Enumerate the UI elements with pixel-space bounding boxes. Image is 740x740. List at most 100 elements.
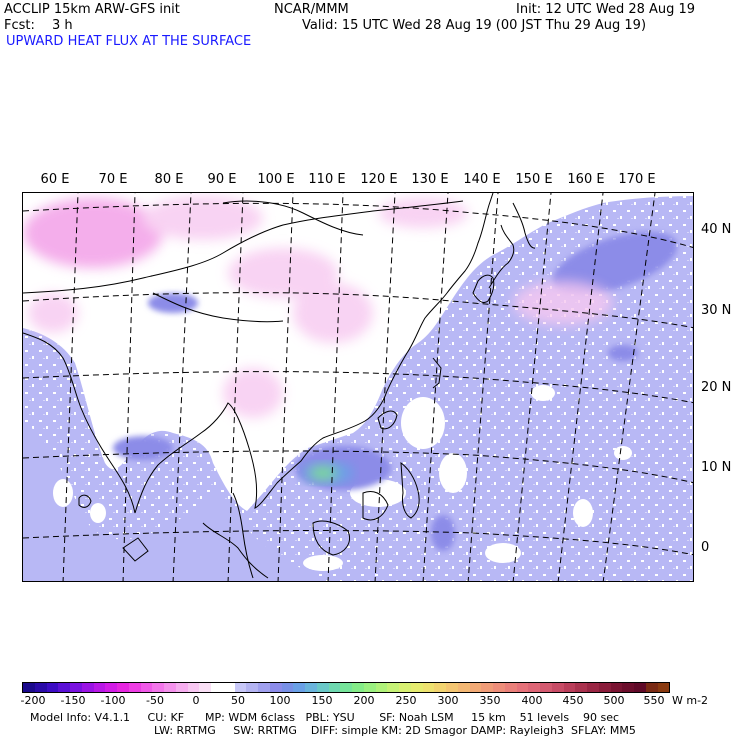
- colorbar-swatch: [328, 683, 341, 692]
- colorbar-swatch: [58, 683, 70, 692]
- colorbar-tick: -150: [60, 694, 86, 707]
- lat-label: 40 N: [701, 222, 732, 237]
- colorbar-swatch: [645, 683, 658, 692]
- land-negative-flux: [23, 196, 613, 418]
- colorbar-tick: 150: [311, 694, 333, 707]
- lon-label: 140 E: [463, 172, 501, 187]
- lon-label: 130 E: [411, 172, 449, 187]
- colorbar-swatch: [598, 683, 611, 692]
- colorbar-swatch: [140, 683, 153, 692]
- colorbar-swatch: [164, 683, 176, 692]
- colorbar-tick: -100: [100, 694, 126, 707]
- colorbar-tick: 400: [521, 694, 543, 707]
- forecast-label: Fcst:: [4, 18, 35, 33]
- lon-label: 170 E: [618, 172, 656, 187]
- lon-label: 120 E: [360, 172, 398, 187]
- colorbar-tick: 250: [395, 694, 417, 707]
- colorbar-swatch: [622, 683, 634, 692]
- colorbar-swatch: [504, 683, 517, 692]
- colorbar-swatch: [481, 683, 493, 692]
- colorbar-swatch: [34, 683, 47, 692]
- lon-label: 80 E: [154, 172, 184, 187]
- colorbar-swatch: [269, 683, 282, 692]
- colorbar-swatch: [399, 683, 411, 692]
- forecast-hour: 3 h: [52, 18, 73, 33]
- colorbar-tick-labels: -200 -150 -100 -50 0 50 100 150 200 250 …: [0, 694, 740, 708]
- colorbar-swatch: [175, 683, 188, 692]
- graticule: [23, 193, 693, 581]
- lat-label: 30 N: [701, 303, 732, 318]
- lon-label: 160 E: [567, 172, 605, 187]
- colorbar-tick: 50: [231, 694, 245, 707]
- map-panel: [22, 192, 694, 582]
- colorbar-swatch: [540, 683, 552, 692]
- init-time: Init: 12 UTC Wed 28 Aug 19: [516, 2, 696, 17]
- indian-ocean-flux: [23, 423, 320, 581]
- colorbar-swatch: [610, 683, 623, 692]
- valid-time: Valid: 15 UTC Wed 28 Aug 19 (00 JST Thu …: [302, 18, 647, 33]
- colorbar-swatch: [199, 683, 211, 692]
- colorbar-swatch: [70, 683, 82, 692]
- lon-label: 110 E: [308, 172, 346, 187]
- field-title: UPWARD HEAT FLUX AT THE SURFACE: [6, 34, 252, 49]
- lon-label: 150 E: [515, 172, 553, 187]
- colorbar-swatch: [152, 683, 164, 692]
- colorbar-swatch: [340, 683, 352, 692]
- colorbar-tick: 300: [437, 694, 459, 707]
- colorbar-swatch: [293, 683, 305, 692]
- colorbar-tick: 0: [192, 694, 200, 707]
- colorbar: [22, 682, 670, 693]
- colorbar-swatch: [105, 683, 117, 692]
- colorbar-swatch: [81, 683, 94, 692]
- colorbar-swatch: [493, 683, 505, 692]
- colorbar-swatch: [387, 683, 399, 692]
- colorbar-swatch: [258, 683, 270, 692]
- colorbar-tick: 500: [603, 694, 625, 707]
- colorbar-tick: -200: [20, 694, 46, 707]
- heat-flux-map: [23, 193, 693, 581]
- colorbar-tick: 450: [562, 694, 584, 707]
- peak-flux-core: [302, 462, 354, 484]
- colorbar-swatch: [46, 683, 59, 692]
- colorbar-swatch: [128, 683, 141, 692]
- colorbar-swatch: [528, 683, 540, 692]
- lon-label: 100 E: [257, 172, 295, 187]
- colorbar-tick: 550: [643, 694, 665, 707]
- lat-label: 0: [701, 540, 710, 555]
- colorbar-swatch: [352, 683, 364, 692]
- model-title: ACCLIP 15km ARW-GFS init: [4, 2, 180, 17]
- colorbar-swatch: [93, 683, 106, 692]
- colorbar-tick: 200: [353, 694, 375, 707]
- colorbar-swatch: [234, 683, 247, 692]
- colorbar-swatch: [246, 683, 258, 692]
- colorbar-swatch: [316, 683, 329, 692]
- colorbar-swatch: [551, 683, 564, 692]
- colorbar-tick: 350: [479, 694, 501, 707]
- colorbar-swatch: [375, 683, 388, 692]
- colorbar-swatch: [211, 683, 223, 692]
- model-info-line1: Model Info: V4.1.1 CU: KF MP: WDM 6class…: [30, 711, 620, 724]
- coastlines: [23, 193, 536, 579]
- lon-label: 60 E: [40, 172, 70, 187]
- colorbar-swatch: [410, 683, 423, 692]
- colorbar-swatch: [187, 683, 200, 692]
- colorbar-swatch: [457, 683, 470, 692]
- lat-label: 10 N: [701, 460, 732, 475]
- colorbar-swatch: [23, 683, 35, 692]
- colorbar-tick: -50: [146, 694, 164, 707]
- colorbar-swatch: [434, 683, 446, 692]
- colorbar-swatch: [281, 683, 294, 692]
- colorbar-swatch: [587, 683, 599, 692]
- lon-label: 70 E: [98, 172, 128, 187]
- colorbar-swatch: [305, 683, 317, 692]
- colorbar-swatch: [117, 683, 129, 692]
- lat-label: 20 N: [701, 380, 732, 395]
- colorbar-swatch: [575, 683, 587, 692]
- colorbar-tick: 100: [269, 694, 291, 707]
- colorbar-swatch: [363, 683, 376, 692]
- colorbar-swatch: [657, 683, 670, 692]
- colorbar-swatch: [422, 683, 435, 692]
- colorbar-swatch: [563, 683, 576, 692]
- model-info-line2: LW: RRTMG SW: RRTMG DIFF: simple KM: 2D …: [154, 724, 636, 737]
- colorbar-swatch: [469, 683, 482, 692]
